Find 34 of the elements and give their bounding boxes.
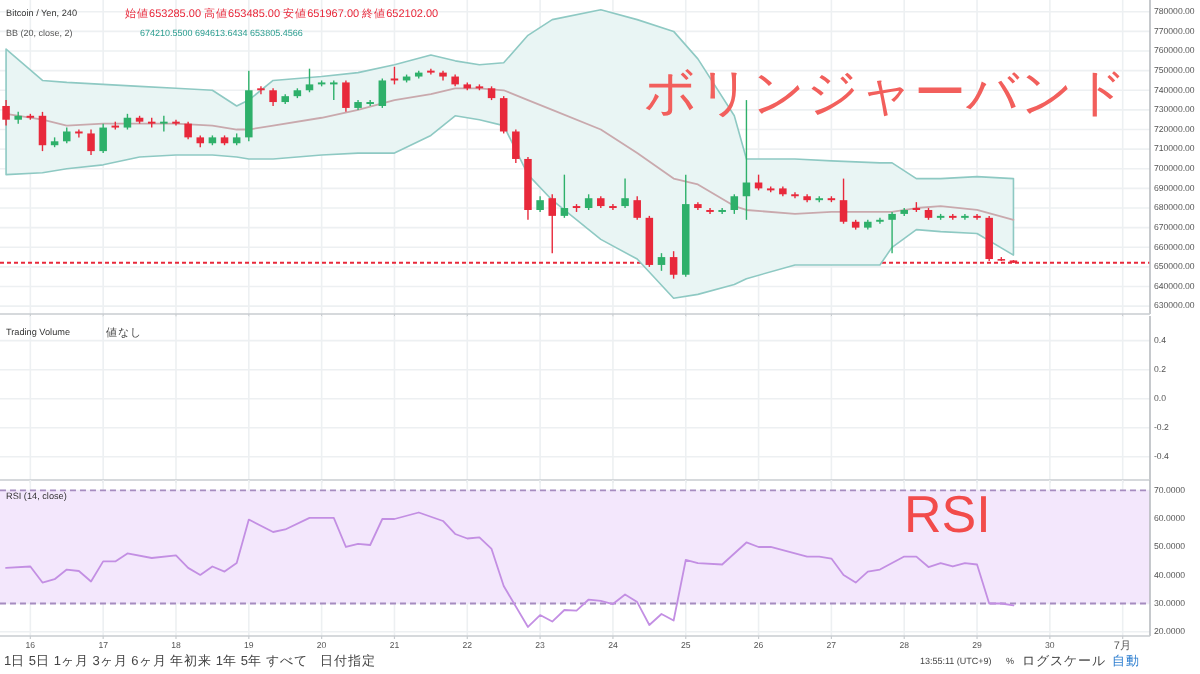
- candlestick: [791, 191, 799, 199]
- candlestick: [730, 193, 739, 215]
- candlestick: [839, 177, 848, 225]
- candlestick: [99, 122, 107, 154]
- candlestick: [75, 128, 83, 139]
- candlestick: [669, 250, 678, 280]
- candlestick: [257, 85, 265, 95]
- candlestick: [499, 95, 508, 135]
- candlestick: [2, 99, 10, 127]
- candlestick: [378, 77, 387, 109]
- candlestick: [961, 213, 969, 221]
- candlestick: [633, 195, 641, 221]
- candlestick: [706, 207, 714, 215]
- candlestick: [87, 128, 95, 156]
- candlestick: [621, 177, 629, 209]
- candlestick: [973, 213, 981, 221]
- candlestick: [560, 173, 569, 219]
- candlestick: [876, 217, 884, 225]
- candlestick: [512, 128, 520, 164]
- candlestick: [427, 67, 435, 76]
- candlestick: [330, 79, 338, 101]
- candlestick: [888, 211, 896, 254]
- candlestick: [342, 79, 350, 113]
- candlestick: [609, 203, 617, 211]
- candlestick: [645, 215, 654, 268]
- candlestick: [245, 69, 253, 142]
- candlestick: [718, 207, 726, 215]
- candlestick: [548, 193, 557, 254]
- candlestick: [305, 67, 314, 93]
- candlestick: [172, 119, 180, 127]
- candlestick: [38, 111, 47, 152]
- annotation: RSI: [904, 483, 991, 544]
- candlestick: [366, 99, 374, 107]
- candlestick: [160, 115, 168, 133]
